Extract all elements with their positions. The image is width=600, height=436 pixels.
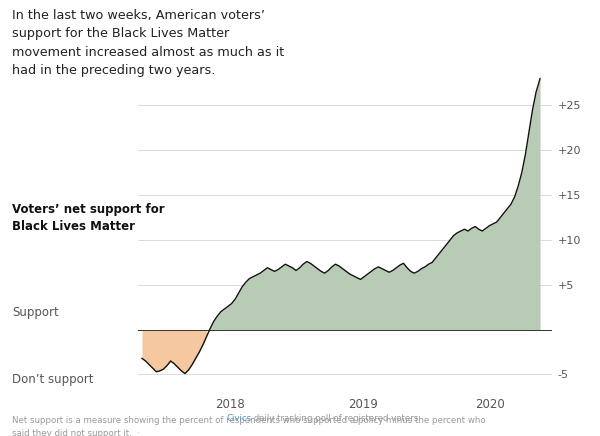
Text: In the last two weeks, American voters’
support for the Black Lives Matter
movem: In the last two weeks, American voters’ …	[12, 9, 284, 77]
Text: Voters’ net support for
Black Lives Matter: Voters’ net support for Black Lives Matt…	[12, 203, 164, 233]
Text: Don’t support: Don’t support	[12, 373, 94, 386]
Text: Civics: Civics	[227, 414, 252, 423]
Text: Support: Support	[12, 306, 59, 319]
Text: daily tracking poll of registered voters: daily tracking poll of registered voters	[251, 414, 418, 423]
Text: Net support is a measure showing the percent of respondents who supported a poli: Net support is a measure showing the per…	[12, 416, 485, 436]
